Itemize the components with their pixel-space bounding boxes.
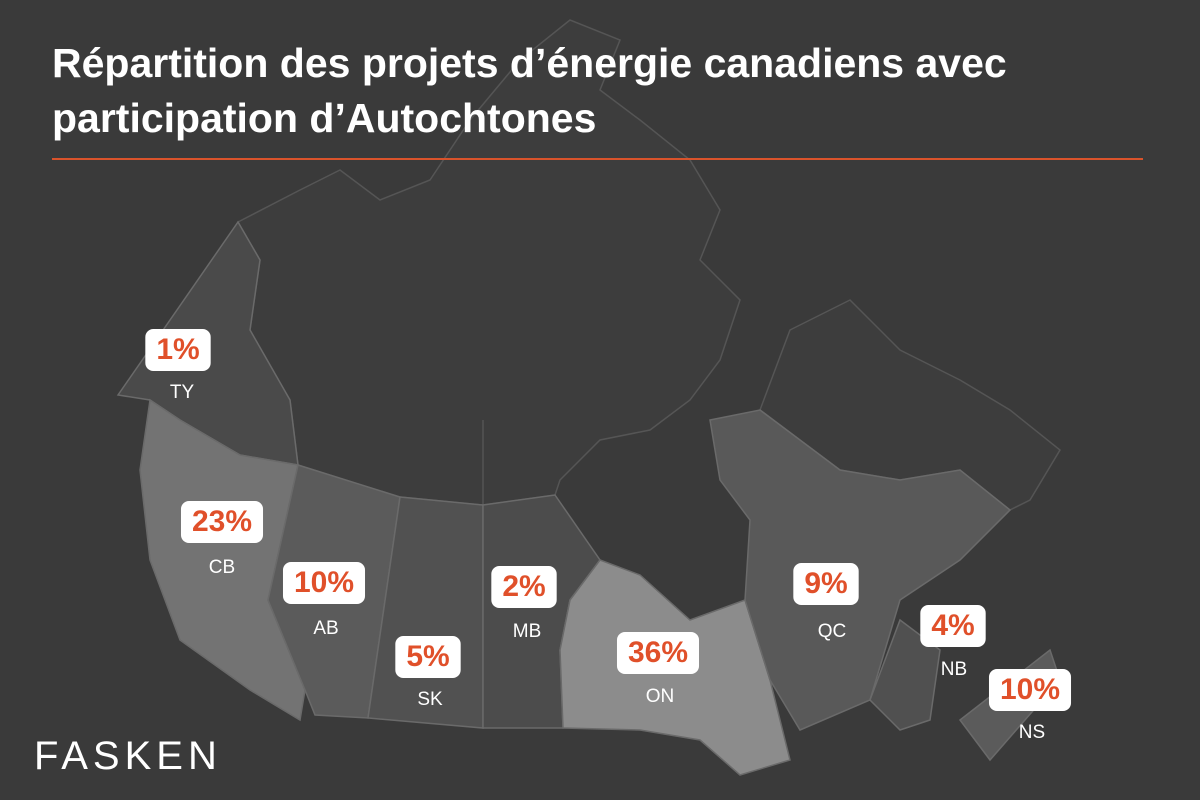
value-badge <box>282 562 366 604</box>
region-label: TY <box>170 382 195 403</box>
value-label: 4% <box>931 609 974 642</box>
region-label: NB <box>941 659 967 680</box>
region <box>139 398 306 722</box>
value-badge <box>793 563 859 605</box>
region-label: QC <box>818 621 847 642</box>
title: Répartition des projets d’énergie canadi… <box>52 40 1007 141</box>
value-label: 10% <box>294 566 354 599</box>
region-label: CB <box>209 557 235 578</box>
title-rule <box>52 158 1143 160</box>
value-badge <box>180 501 264 543</box>
region <box>869 618 941 731</box>
value-badge <box>491 566 557 608</box>
value-label: 36% <box>628 636 688 669</box>
background-outline <box>236 19 1061 511</box>
region-label: SK <box>417 689 443 710</box>
value-badge <box>145 329 211 371</box>
value-label: 2% <box>502 570 545 603</box>
value-badge <box>616 632 700 674</box>
region-label: MB <box>513 621 542 642</box>
value-badge <box>988 669 1072 711</box>
region-label: ON <box>646 686 675 707</box>
region <box>709 409 1012 731</box>
value-label: 23% <box>192 505 252 538</box>
region-label: AB <box>313 618 338 639</box>
region-label: NS <box>1019 722 1045 743</box>
value-label: 1% <box>156 333 199 366</box>
value-badge <box>395 636 461 678</box>
value-label: 9% <box>804 567 847 600</box>
value-label: 5% <box>406 640 449 673</box>
value-label: 10% <box>1000 673 1060 706</box>
brand-logo: FASKEN <box>34 734 222 778</box>
value-badge <box>920 605 986 647</box>
